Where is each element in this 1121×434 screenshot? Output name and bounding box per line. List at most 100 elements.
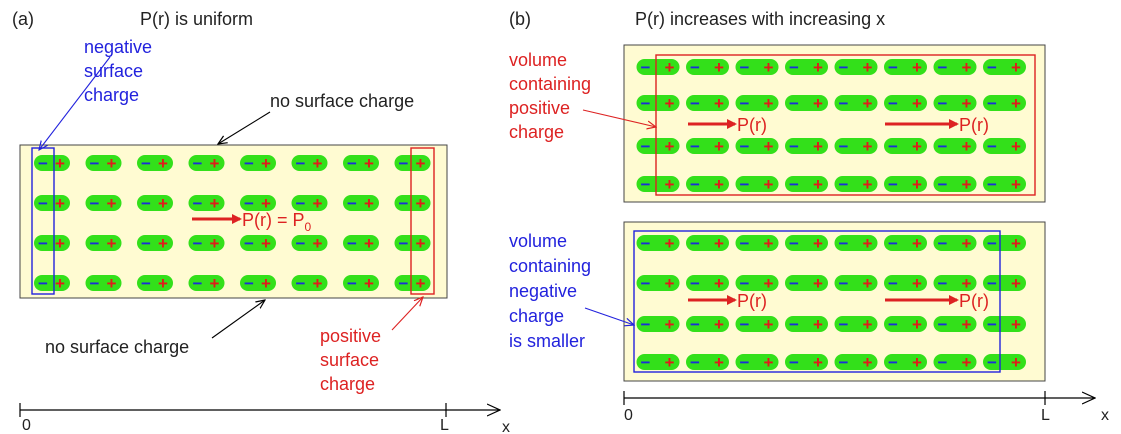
panel-b-bottom-dipole — [735, 354, 779, 370]
panel-a-minus-sign: − — [141, 234, 151, 253]
bottom-volume-line-1: volume — [509, 231, 567, 251]
panel-b-bottom-plus-sign: + — [665, 353, 675, 372]
panel-a-plus-sign: + — [107, 194, 117, 213]
panel-a-plus-sign: + — [416, 194, 426, 213]
bottom-volume-line-5: is smaller — [509, 331, 585, 351]
panel-b-top-minus-sign: − — [888, 137, 898, 156]
panel-a-plus-sign: + — [416, 274, 426, 293]
panel-b-bottom-dipole — [785, 235, 828, 251]
panel-b-top-plus-sign: + — [912, 175, 922, 194]
panel-b-bottom-minus-sign: − — [888, 315, 898, 334]
panel-a-plus-sign: + — [364, 194, 374, 213]
panel-b-top-plus-sign: + — [665, 137, 675, 156]
panel-a-minus-sign: − — [399, 274, 409, 293]
panel-b-bottom-dipole — [686, 275, 729, 291]
panel-b-top-minus-sign: − — [888, 175, 898, 194]
panel-b-bottom-dipole — [933, 316, 977, 332]
panel-a-dipole — [343, 195, 379, 211]
panel-b-top-dipole — [834, 138, 878, 154]
panel-a-dipole — [394, 235, 431, 251]
panel-b-top-minus-sign: − — [839, 137, 849, 156]
panel-b-top-minus-sign: − — [641, 137, 651, 156]
panel-a-dipole — [343, 275, 379, 291]
panel-b-bottom-minus-sign: − — [690, 274, 700, 293]
panel-a-dipole — [188, 235, 225, 251]
panel-a-plus-sign: + — [364, 154, 374, 173]
panel-b-bottom-plus-sign: + — [665, 234, 675, 253]
panel-b-top-minus-sign: − — [938, 94, 948, 113]
panel-b-bottom-plus-sign: + — [1011, 315, 1021, 334]
panel-a-minus-sign: − — [90, 234, 100, 253]
panel-b-top-dipole — [884, 59, 927, 75]
panel-b-bottom-minus-sign: − — [839, 234, 849, 253]
panel-b-bottom-minus-sign: − — [690, 315, 700, 334]
panel-a-minus-sign: − — [399, 194, 409, 213]
panel-a-dielectric-box — [19, 144, 448, 299]
panel-b-top-dipole — [933, 176, 977, 192]
positive-surface-box — [410, 147, 435, 295]
panel-a-dipole — [240, 275, 276, 291]
panel-b-bottom-dipole-grid: − + − + − + − + − + − + − + − +− + − + − + − + − + − + − + − +− + − + − + − +… — [636, 234, 1026, 372]
panel-b-bottom-plus-sign: + — [863, 315, 873, 334]
panel-a-dipole — [85, 235, 122, 251]
panel-b-bottom-plus-sign: + — [764, 274, 774, 293]
panel-b-bottom-plus-sign: + — [962, 353, 972, 372]
panel-a-minus-sign: − — [244, 154, 254, 173]
panel-a-minus-sign: − — [193, 154, 203, 173]
panel-b-bottom-minus-sign: − — [740, 234, 750, 253]
panel-b-bottom-dipole — [884, 354, 927, 370]
panel-a-plus-sign: + — [158, 274, 168, 293]
neg-surface-line-2: surface — [84, 61, 143, 81]
panel-b-top-plus-sign: + — [863, 175, 873, 194]
panel-b-bottom-dipole — [735, 275, 779, 291]
panel-b-bottom-minus-sign: − — [690, 353, 700, 372]
panel-a-plus-sign: + — [261, 234, 271, 253]
panel-b-bottom-minus-sign: − — [789, 274, 799, 293]
panel-b-top-dipole — [884, 176, 927, 192]
panel-b-top-plus-sign: + — [714, 175, 724, 194]
panel-b-top-plus-sign: + — [863, 137, 873, 156]
panel-b-bottom-dipole — [636, 235, 680, 251]
no-surface-bottom-label: no surface charge — [45, 337, 189, 357]
top-volume-line-4: charge — [509, 122, 564, 142]
panel-b-top-plus-sign: + — [962, 137, 972, 156]
panel-b-bottom-minus-sign: − — [888, 234, 898, 253]
panel-a-dipole — [34, 195, 70, 211]
panel-b-top-dipole — [983, 95, 1026, 111]
bottom-volume-leader — [584, 307, 634, 325]
panel-a-plus-sign: + — [158, 234, 168, 253]
top-volume-line-1: volume — [509, 50, 567, 70]
panel-a-minus-sign: − — [38, 274, 48, 293]
panel-b-top-minus-sign: − — [690, 58, 700, 77]
panel-b-bottom-minus-sign: − — [839, 315, 849, 334]
panel-a-plus-sign: + — [107, 274, 117, 293]
polarization-label-a-subscript: 0 — [305, 220, 312, 234]
panel-a-plus-sign: + — [158, 154, 168, 173]
panel-b-bottom-minus-sign: − — [740, 274, 750, 293]
panel-b-top-minus-sign: − — [839, 94, 849, 113]
bottom-volume-line-4: charge — [509, 306, 564, 326]
panel-b-bottom-plus-sign: + — [1011, 234, 1021, 253]
panel-b-top-plus-sign: + — [813, 137, 823, 156]
bottom-volume-label: volume containing negative charge is sma… — [509, 231, 634, 351]
panel-b-top-plus-sign: + — [714, 94, 724, 113]
panel-a-dipole — [137, 155, 173, 171]
panel-a-minus-sign: − — [347, 154, 357, 173]
panel-a-dipole — [291, 235, 328, 251]
panel-a-minus-sign: − — [90, 274, 100, 293]
panel-b-bottom-plus-sign: + — [714, 234, 724, 253]
polarization-label-a-main: P(r) = P — [242, 210, 305, 230]
panel-b-top-plus-sign: + — [863, 58, 873, 77]
panel-b-bottom-dipole — [686, 354, 729, 370]
panel-a-dipole — [394, 195, 431, 211]
panel-b-top-dipole — [834, 176, 878, 192]
panel-a-minus-sign: − — [90, 154, 100, 173]
panel-a-dipole — [240, 195, 276, 211]
panel-b-bottom-plus-sign: + — [1011, 353, 1021, 372]
panel-b-top-dipole — [636, 138, 680, 154]
panel-a-plus-sign: + — [416, 154, 426, 173]
panel-b-bottom-dipole — [785, 275, 828, 291]
panel-b-bottom-minus-sign: − — [938, 274, 948, 293]
panel-a-minus-sign: − — [296, 154, 306, 173]
panel-a-plus-sign: + — [261, 154, 271, 173]
